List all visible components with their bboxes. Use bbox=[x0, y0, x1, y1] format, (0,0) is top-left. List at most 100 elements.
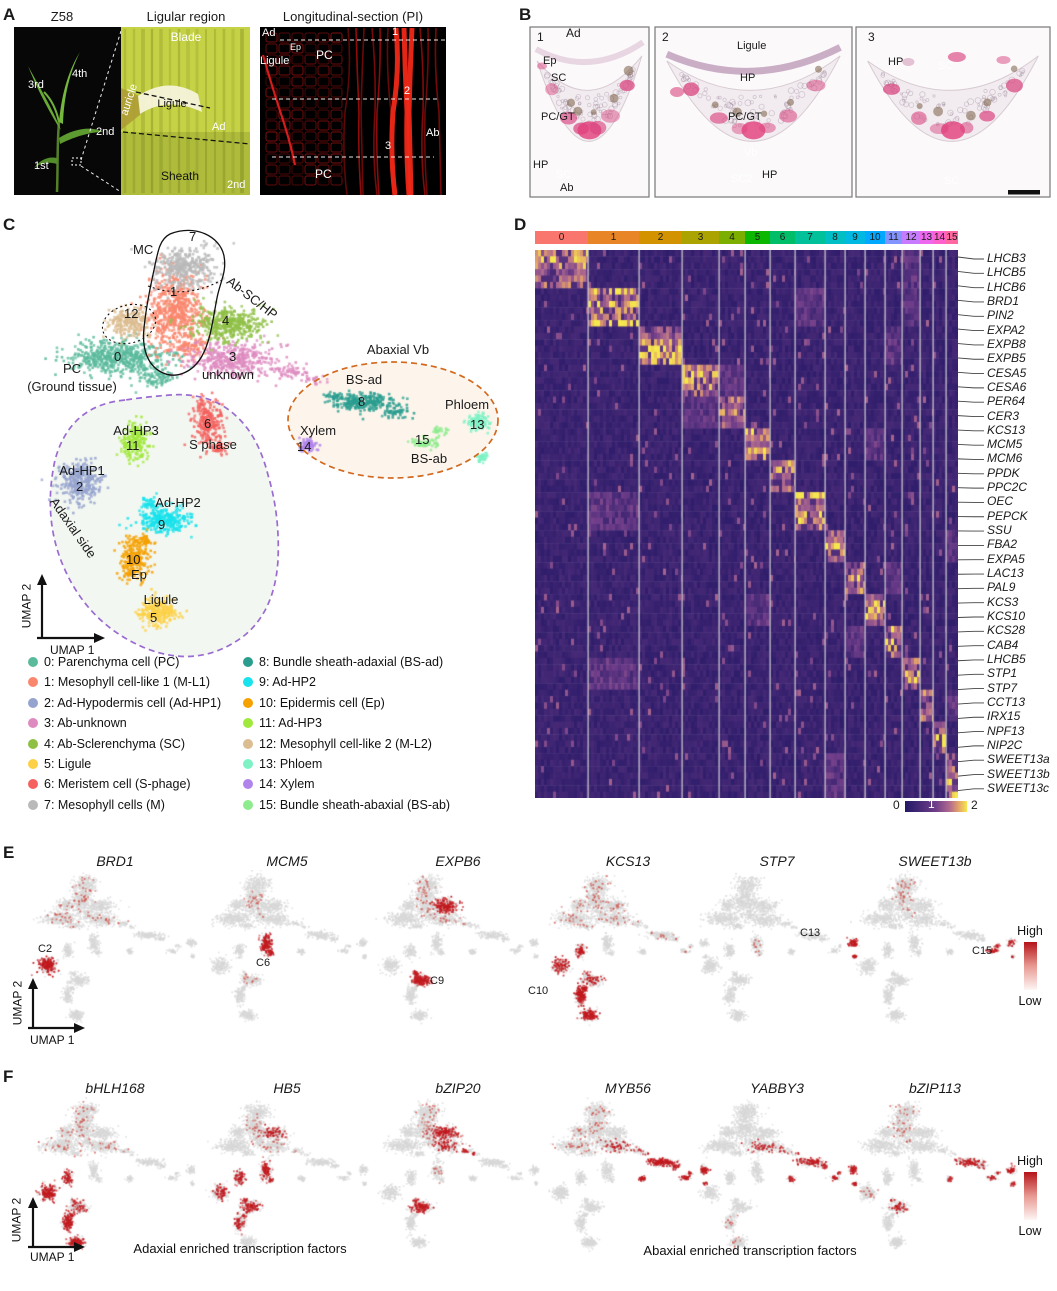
heatmap-cluster-segment-0: 0 bbox=[535, 231, 588, 244]
label-c: C bbox=[3, 215, 16, 234]
gradient-high-label: High bbox=[1017, 1154, 1043, 1168]
cluster-number: 1 bbox=[610, 232, 617, 243]
label-4: 4 bbox=[222, 313, 230, 328]
heatmap-cluster-segment-8: 8 bbox=[825, 231, 845, 244]
label-sc: SC bbox=[556, 169, 572, 181]
legend-label: 14: Xylem bbox=[259, 777, 315, 792]
gradient-high-label: High bbox=[1017, 924, 1043, 938]
label-ground-tissue: (Ground tissue) bbox=[27, 379, 117, 394]
gene-label-lhcb5: LHCB5 bbox=[987, 651, 1026, 666]
feature-plot-MYB56 bbox=[543, 1097, 713, 1259]
label-ad-hp3: Ad-HP3 bbox=[113, 423, 159, 438]
gene-title-bzip113: bZIP113 bbox=[909, 1080, 961, 1096]
label-sc: SC bbox=[551, 72, 567, 84]
legend-label: 0: Parenchyma cell (PC) bbox=[44, 655, 180, 669]
gene-label-cer3: CER3 bbox=[987, 408, 1020, 423]
gene-label-cab4: CAB4 bbox=[987, 637, 1019, 652]
legend-item-5: 5: Ligule bbox=[28, 757, 91, 771]
gene-label-lhcb6: LHCB6 bbox=[987, 279, 1026, 294]
label-c2: C2 bbox=[38, 943, 53, 955]
cluster-number: 14 bbox=[933, 232, 946, 243]
cluster-number: 10 bbox=[869, 232, 881, 243]
heatmap-cluster-segment-7: 7 bbox=[795, 231, 825, 244]
gradient-low-label: Low bbox=[1018, 1224, 1042, 1238]
legend-dot-icon bbox=[243, 738, 253, 749]
legend-dot-icon bbox=[243, 799, 253, 810]
gene-label-brd1: BRD1 bbox=[987, 293, 1020, 308]
label-2: 2 bbox=[662, 30, 669, 44]
label-hp: HP bbox=[762, 169, 778, 181]
heatmap-cluster-segment-3: 3 bbox=[682, 231, 719, 244]
gene-label-lac13: LAC13 bbox=[987, 566, 1024, 581]
gene-label-kcs3: KCS3 bbox=[987, 594, 1019, 609]
gene-label-stp1: STP1 bbox=[987, 666, 1018, 681]
legend-label: 5: Ligule bbox=[44, 757, 92, 771]
legend-item-8: 8: Bundle sheath-adaxial (BS-ad) bbox=[243, 655, 443, 669]
gene-label-expa5: EXPA5 bbox=[987, 551, 1025, 566]
heatmap-cluster-segment-4: 4 bbox=[719, 231, 745, 244]
leaf-2nd bbox=[59, 128, 103, 144]
legend-dot-icon bbox=[243, 657, 253, 667]
feature-plot-bZIP113 bbox=[850, 1097, 1020, 1259]
cluster-number: 3 bbox=[697, 232, 704, 243]
gene-label-cct13: CCT13 bbox=[987, 694, 1026, 709]
gene-label-cesa5: CESA5 bbox=[987, 365, 1027, 380]
legend-item-2: 2: Ad-Hypodermis cell (Ad-HP1) bbox=[28, 696, 221, 710]
label-1: 1 bbox=[170, 284, 178, 299]
seedling-stem bbox=[55, 121, 61, 193]
label-4th: 4th bbox=[72, 68, 88, 80]
label-14: 14 bbox=[297, 439, 312, 454]
legend-label: 4: Ab-Sclerenchyma (SC) bbox=[44, 736, 186, 751]
label-umap-2: UMAP 2 bbox=[9, 1197, 24, 1243]
label-2: 2 bbox=[76, 479, 84, 494]
label-11: 11 bbox=[126, 438, 140, 453]
legend-item-12: 12: Mesophyll cell-like 2 (M-L2) bbox=[243, 737, 432, 751]
label-1: 1 bbox=[537, 30, 544, 44]
label-2: 2 bbox=[971, 798, 978, 812]
legend-dot-icon bbox=[28, 718, 38, 729]
label-ad: Ad bbox=[212, 121, 226, 133]
legend-dot-icon bbox=[28, 799, 38, 810]
cluster-number: 15 bbox=[946, 232, 958, 243]
heatmap-cluster-segment-6: 6 bbox=[770, 231, 795, 244]
legend-item-4: 4: Ab-Sclerenchyma (SC) bbox=[28, 737, 185, 751]
label-10: 10 bbox=[126, 552, 141, 567]
label-13: 13 bbox=[470, 417, 485, 432]
label-hp: HP bbox=[533, 159, 549, 171]
heatmap-cluster-segment-12: 12 bbox=[902, 231, 920, 244]
legend-label: 12: Mesophyll cell-like 2 (M-L2) bbox=[259, 736, 432, 751]
legend-item-11: 11: Ad-HP3 bbox=[243, 716, 322, 730]
gene-title-sweet13b: SWEET13b bbox=[898, 853, 972, 869]
expression-gradient-legend-f: High Low bbox=[1008, 1154, 1052, 1238]
heatmap-cluster-colorbar: 0 1 2 3 4 5 6 7 8 9 10 11 12 13 14 15 bbox=[535, 231, 958, 244]
label-ab: Ab bbox=[560, 182, 574, 194]
label-longitudinal-section-pi: Longitudinal-section (PI) bbox=[282, 9, 424, 24]
legend-item-10: 10: Epidermis cell (Ep) bbox=[243, 696, 385, 710]
gene-label-expa2: EXPA2 bbox=[987, 322, 1025, 337]
legend-label: 8: Bundle sheath-adaxial (BS-ad) bbox=[259, 655, 444, 669]
pi-cell-walls bbox=[261, 27, 442, 196]
label-pc: PC bbox=[315, 167, 332, 181]
scale-bar bbox=[1008, 190, 1040, 195]
label-9: 9 bbox=[158, 517, 166, 532]
gene-label-pepck: PEPCK bbox=[987, 508, 1028, 523]
heatmap-cluster-segment-5: 5 bbox=[745, 231, 770, 244]
label-ad: Ad bbox=[566, 26, 581, 40]
label-blade: Blade bbox=[170, 30, 202, 44]
gene-title-bhlh168: bHLH168 bbox=[85, 1080, 145, 1096]
label-ep: Ep bbox=[543, 55, 557, 67]
label-12: 12 bbox=[124, 306, 139, 321]
label-hp: HP bbox=[888, 56, 904, 68]
photo-pi-section bbox=[260, 27, 446, 195]
heatmap-cluster-segment-2: 2 bbox=[639, 231, 682, 244]
label-c10: C10 bbox=[528, 985, 549, 997]
feature-plot-HB5 bbox=[202, 1097, 372, 1259]
label-mc: MC bbox=[133, 242, 154, 257]
label-ad: Ad bbox=[262, 27, 276, 39]
label-ep: Ep bbox=[290, 42, 302, 52]
cluster-number: 13 bbox=[920, 232, 933, 243]
heatmap-cluster-segment-9: 9 bbox=[845, 231, 865, 244]
label-sheath: Sheath bbox=[160, 169, 200, 183]
zoom-box bbox=[71, 157, 82, 166]
gene-label-expb8: EXPB8 bbox=[987, 336, 1026, 351]
